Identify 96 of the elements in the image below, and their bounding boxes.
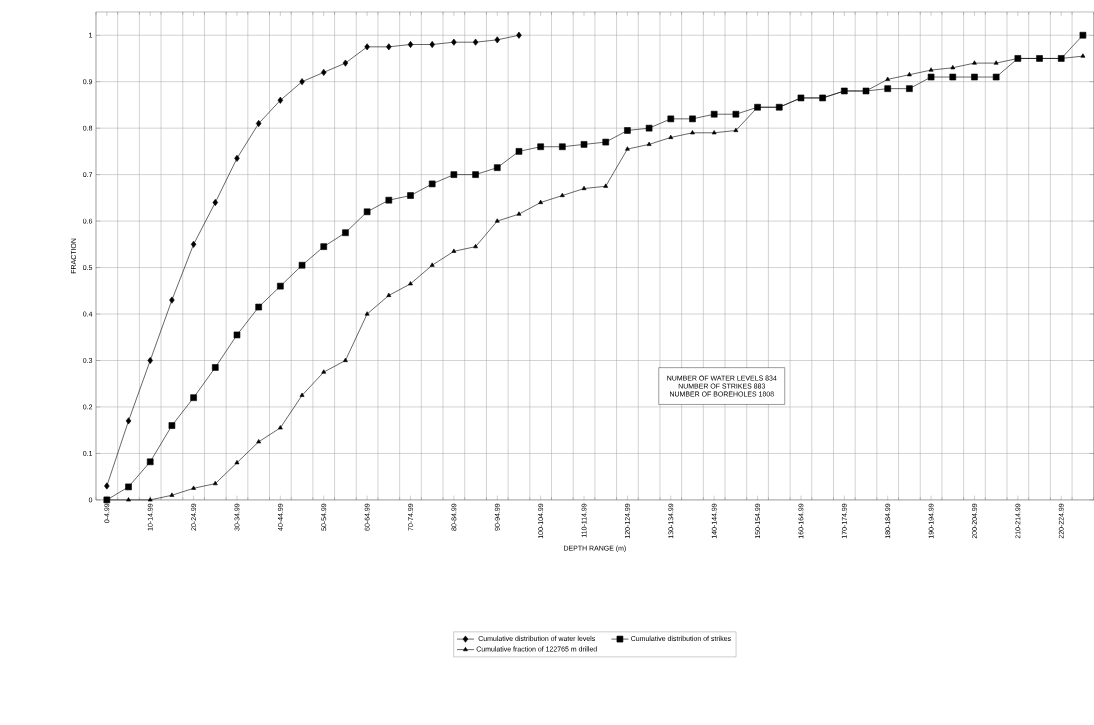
point (732, 110, 740, 118)
point (950, 65, 956, 70)
point (537, 143, 544, 151)
point (581, 185, 587, 191)
point (710, 110, 718, 118)
point (971, 73, 978, 81)
point (277, 282, 284, 290)
point (907, 72, 912, 77)
point (126, 497, 131, 502)
point (493, 164, 501, 171)
point (277, 425, 283, 430)
point (624, 127, 631, 134)
point (559, 192, 565, 198)
point (494, 36, 500, 44)
point (690, 130, 695, 135)
point (169, 296, 175, 304)
point (667, 115, 675, 123)
point (233, 331, 241, 339)
point (342, 59, 349, 67)
point (928, 67, 934, 72)
point (473, 244, 478, 249)
point (711, 130, 717, 135)
point (321, 68, 327, 76)
point (516, 31, 522, 39)
point (212, 481, 218, 486)
point (168, 422, 176, 429)
point (668, 134, 674, 140)
point (169, 492, 175, 497)
point (190, 240, 197, 248)
point (797, 94, 805, 102)
point (343, 357, 348, 363)
point (212, 364, 219, 371)
point (450, 171, 458, 178)
point (364, 311, 370, 316)
point (234, 154, 240, 162)
point (386, 43, 392, 51)
point (299, 392, 305, 397)
point (428, 180, 436, 188)
point (949, 73, 957, 81)
point (256, 439, 262, 444)
point (386, 292, 392, 297)
point (603, 183, 609, 188)
point (862, 87, 870, 95)
point (363, 208, 371, 216)
point (190, 394, 197, 402)
point (494, 218, 500, 223)
point (408, 281, 413, 286)
point (429, 41, 435, 49)
point (516, 211, 522, 216)
point (580, 141, 588, 148)
point (385, 196, 393, 204)
point (472, 171, 479, 178)
point (234, 460, 240, 465)
point (125, 483, 132, 491)
point (321, 369, 327, 374)
point (472, 38, 479, 46)
point (255, 120, 262, 128)
point (364, 43, 370, 51)
point (146, 458, 154, 466)
point (298, 262, 306, 269)
point (884, 85, 891, 93)
point (972, 60, 977, 65)
point (191, 485, 196, 490)
point (906, 85, 913, 93)
point (885, 76, 891, 81)
point (320, 243, 328, 250)
point (645, 124, 653, 132)
point (992, 73, 1000, 81)
point (689, 115, 696, 123)
point (147, 497, 153, 502)
point (299, 78, 305, 86)
point (733, 127, 739, 133)
point (125, 417, 132, 425)
point (559, 143, 566, 151)
point (1080, 53, 1086, 58)
point (841, 87, 848, 95)
point (407, 192, 414, 199)
point (147, 357, 153, 365)
point (255, 303, 262, 311)
point (451, 38, 457, 46)
point (429, 262, 435, 267)
point (407, 41, 414, 49)
point (104, 482, 110, 490)
point (451, 248, 457, 253)
point (993, 60, 999, 65)
point (819, 94, 826, 102)
point (927, 73, 935, 81)
point (538, 199, 544, 205)
point (515, 148, 523, 155)
point (212, 199, 218, 207)
point (342, 229, 349, 237)
point (625, 146, 630, 151)
point (277, 96, 284, 104)
point (646, 141, 652, 146)
point (602, 138, 610, 146)
point (1079, 31, 1087, 39)
